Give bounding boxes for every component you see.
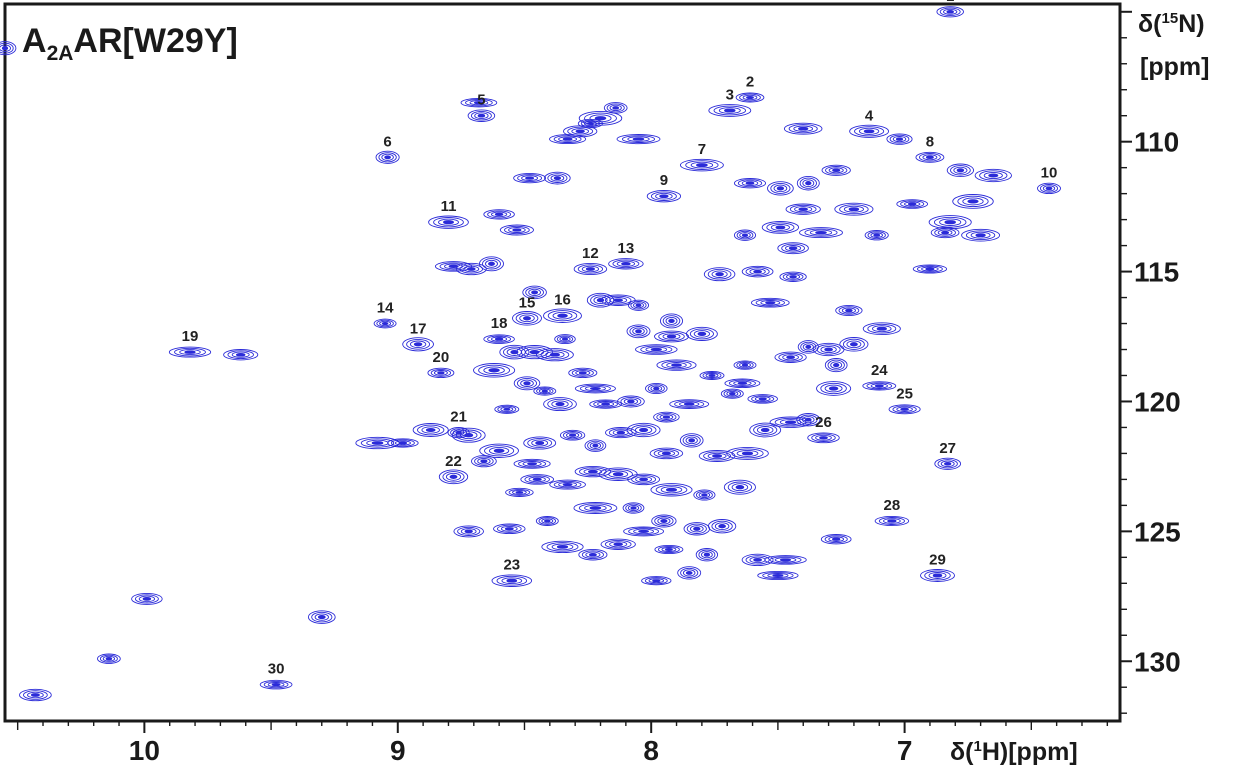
x-axis-label-nucleus: H)[ppm]	[982, 738, 1078, 766]
x-tick-label: 10	[129, 735, 160, 766]
y-tick-label: 115	[1134, 257, 1179, 288]
peak-label-15: 15	[519, 294, 536, 311]
y-axis-label-delta: δ(	[1138, 10, 1162, 38]
chart-title-main: A	[22, 22, 47, 60]
x-axis-label-delta: δ(	[950, 738, 974, 766]
peak-label-18: 18	[491, 315, 508, 332]
x-tick-label: 8	[643, 735, 659, 766]
peak-label-16: 16	[554, 292, 571, 309]
peak-label-13: 13	[618, 240, 635, 257]
peak-label-29: 29	[929, 552, 946, 569]
peak-label-10: 10	[1041, 164, 1058, 181]
peak-label-1: 1	[946, 0, 954, 5]
y-axis-label-line2: [ppm]	[1140, 53, 1209, 81]
y-axis: 110 115 120 125 130	[1120, 12, 1181, 713]
peak-label-30: 30	[268, 661, 285, 678]
y-tick-label: 120	[1134, 386, 1181, 417]
peak-label-24: 24	[871, 362, 888, 379]
chart-title-rest: AR[W29Y]	[73, 22, 237, 60]
peak-label-3: 3	[726, 87, 734, 104]
y-axis-label-nucleus: N)	[1178, 10, 1204, 38]
peak-label-25: 25	[896, 385, 913, 402]
x-axis: 10 9 8 7	[18, 721, 1108, 766]
peak-label-9: 9	[660, 172, 668, 189]
peak-label-21: 21	[450, 409, 467, 426]
y-axis-label-line1: δ(15N)	[1138, 10, 1205, 38]
peak-label-7: 7	[698, 141, 706, 158]
peak-label-4: 4	[865, 107, 874, 124]
x-axis-label-superscript: 1	[974, 738, 982, 755]
chart-title-subscript: 2A	[47, 42, 74, 65]
peak-label-26: 26	[815, 414, 832, 431]
peak-label-6: 6	[383, 133, 391, 150]
peak-label-11: 11	[441, 198, 457, 215]
plot-frame	[5, 4, 1120, 721]
peak-label-23: 23	[503, 557, 520, 574]
contour-peak	[0, 42, 16, 55]
peak-label-8: 8	[926, 133, 934, 150]
peak-label-27: 27	[939, 440, 956, 457]
peak-label-2: 2	[746, 74, 754, 91]
peak-label-5: 5	[477, 92, 485, 109]
x-axis-label: δ(1H)[ppm]	[950, 738, 1078, 766]
y-tick-label: 110	[1134, 127, 1179, 158]
y-axis-label-superscript: 15	[1162, 10, 1179, 27]
x-tick-label: 7	[897, 735, 913, 766]
peak-label-22: 22	[445, 453, 462, 470]
peak-label-12: 12	[582, 245, 599, 262]
peak-label-28: 28	[884, 497, 901, 514]
x-tick-label: 9	[390, 735, 406, 766]
y-tick-label: 125	[1134, 516, 1181, 547]
y-tick-label: 130	[1134, 646, 1181, 677]
peak-label-14: 14	[377, 300, 394, 317]
peak-label-17: 17	[410, 320, 427, 337]
peak-label-19: 19	[182, 328, 199, 345]
peak-label-20: 20	[433, 349, 450, 366]
